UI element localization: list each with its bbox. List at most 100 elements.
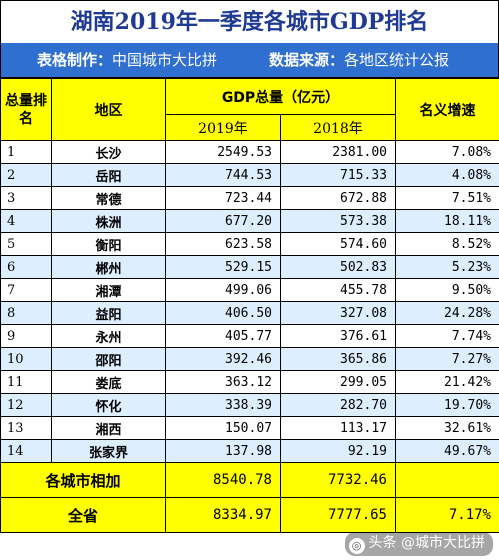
header-rank: 总量排名 [0,78,52,141]
header-region: 地区 [51,78,166,141]
source-value: 各地区统计公报 [344,51,450,69]
maker-value: 中国城市大比拼 [112,51,218,69]
region-cell: 株洲 [51,209,166,233]
rank-cell: 2 [0,163,52,187]
total-growth-cell: 7.17% [395,497,499,533]
header-gdp: GDP总量（亿元） [165,78,396,115]
rank-cell: 5 [0,232,52,256]
gdp-2018-cell: 574.60 [280,232,396,256]
region-cell: 湘西 [51,416,166,440]
rank-cell: 6 [0,255,52,279]
gdp-2019-cell: 392.46 [165,347,281,371]
sheet-title: 湖南2019年一季度各城市GDP排名 [0,0,499,44]
gdp-2018-cell: 299.05 [280,370,396,394]
header-growth: 名义增速 [395,78,499,141]
total-label-cell: 各城市相加 [0,462,166,498]
rank-cell: 14 [0,439,52,463]
gdp-2019-cell: 2549.53 [165,140,281,164]
growth-cell: 8.52% [395,232,499,256]
growth-cell: 5.23% [395,255,499,279]
gdp-2018-cell: 92.19 [280,439,396,463]
total-2018-cell: 7777.65 [280,497,396,533]
region-cell: 永州 [51,324,166,348]
table-row: 13 湘西 150.07 113.17 32.61% [0,416,499,440]
gdp-table: 总量排名 地区 GDP总量（亿元） 名义增速 2019年 2018年 1 长沙 25… [0,78,499,533]
gdp-2018-cell: 2381.00 [280,140,396,164]
gdp-2019-cell: 405.77 [165,324,281,348]
total-label-cell: 全省 [0,497,166,533]
growth-cell: 9.50% [395,278,499,302]
gdp-2018-cell: 455.78 [280,278,396,302]
rank-cell: 3 [0,186,52,210]
gdp-2019-cell: 338.39 [165,393,281,417]
table-row: 2 岳阳 744.53 715.33 4.08% [0,163,499,187]
gdp-2019-cell: 677.20 [165,209,281,233]
table-row: 12 怀化 338.39 282.70 19.70% [0,393,499,417]
maker-key: 表格制作： [37,51,113,69]
total-2019-cell: 8334.97 [165,497,281,533]
table-row: 14 张家界 137.98 92.19 49.67% [0,439,499,463]
gdp-2018-cell: 573.38 [280,209,396,233]
rank-cell: 12 [0,393,52,417]
source-credit: 数据来源：各地区统计公报 [269,43,449,77]
growth-cell: 7.08% [395,140,499,164]
region-cell: 常德 [51,186,166,210]
gdp-2019-cell: 406.50 [165,301,281,325]
rank-cell: 10 [0,347,52,371]
header-2019: 2019年 [165,114,281,141]
sheet-credits: 表格制作：中国城市大比拼 数据来源：各地区统计公报 [0,43,499,78]
total-2018-cell: 7732.46 [280,462,396,498]
table-row: 10 邵阳 392.46 365.86 7.27% [0,347,499,371]
rank-cell: 7 [0,278,52,302]
growth-cell: 19.70% [395,393,499,417]
gdp-2018-cell: 113.17 [280,416,396,440]
rank-cell: 1 [0,140,52,164]
maker-credit: 表格制作：中国城市大比拼 [37,43,217,77]
total-row: 全省 8334.97 7777.65 7.17% [0,497,499,533]
growth-cell: 24.28% [395,301,499,325]
region-cell: 益阳 [51,301,166,325]
gdp-2019-cell: 137.98 [165,439,281,463]
rank-cell: 8 [0,301,52,325]
table-row: 11 娄底 363.12 299.05 21.42% [0,370,499,394]
growth-cell: 32.61% [395,416,499,440]
table-row: 4 株洲 677.20 573.38 18.11% [0,209,499,233]
gdp-2019-cell: 529.15 [165,255,281,279]
gdp-2019-cell: 499.06 [165,278,281,302]
table-row: 6 郴州 529.15 502.83 5.23% [0,255,499,279]
gdp-2018-cell: 327.08 [280,301,396,325]
region-cell: 岳阳 [51,163,166,187]
gdp-2018-cell: 365.86 [280,347,396,371]
gdp-2019-cell: 623.58 [165,232,281,256]
total-row: 各城市相加 8540.78 7732.46 [0,462,499,498]
watermark: ◎ 头条 @城市大比拼 [344,532,493,556]
rank-cell: 11 [0,370,52,394]
growth-cell: 18.11% [395,209,499,233]
headline-icon: ◎ [348,538,365,554]
region-cell: 衡阳 [51,232,166,256]
gdp-2019-cell: 744.53 [165,163,281,187]
header-2018: 2018年 [280,114,396,141]
growth-cell: 4.08% [395,163,499,187]
gdp-2018-cell: 282.70 [280,393,396,417]
region-cell: 怀化 [51,393,166,417]
rank-cell: 13 [0,416,52,440]
region-cell: 娄底 [51,370,166,394]
gdp-2018-cell: 376.61 [280,324,396,348]
gdp-2019-cell: 723.44 [165,186,281,210]
total-growth-cell [395,462,499,498]
gdp-2018-cell: 715.33 [280,163,396,187]
table-row: 8 益阳 406.50 327.08 24.28% [0,301,499,325]
region-cell: 张家界 [51,439,166,463]
table-row: 3 常德 723.44 672.88 7.51% [0,186,499,210]
gdp-2018-cell: 502.83 [280,255,396,279]
table-row: 7 湘潭 499.06 455.78 9.50% [0,278,499,302]
watermark-text: 头条 @城市大比拼 [368,535,485,551]
region-cell: 郴州 [51,255,166,279]
region-cell: 湘潭 [51,278,166,302]
growth-cell: 21.42% [395,370,499,394]
rank-cell: 4 [0,209,52,233]
rank-cell: 9 [0,324,52,348]
growth-cell: 7.51% [395,186,499,210]
